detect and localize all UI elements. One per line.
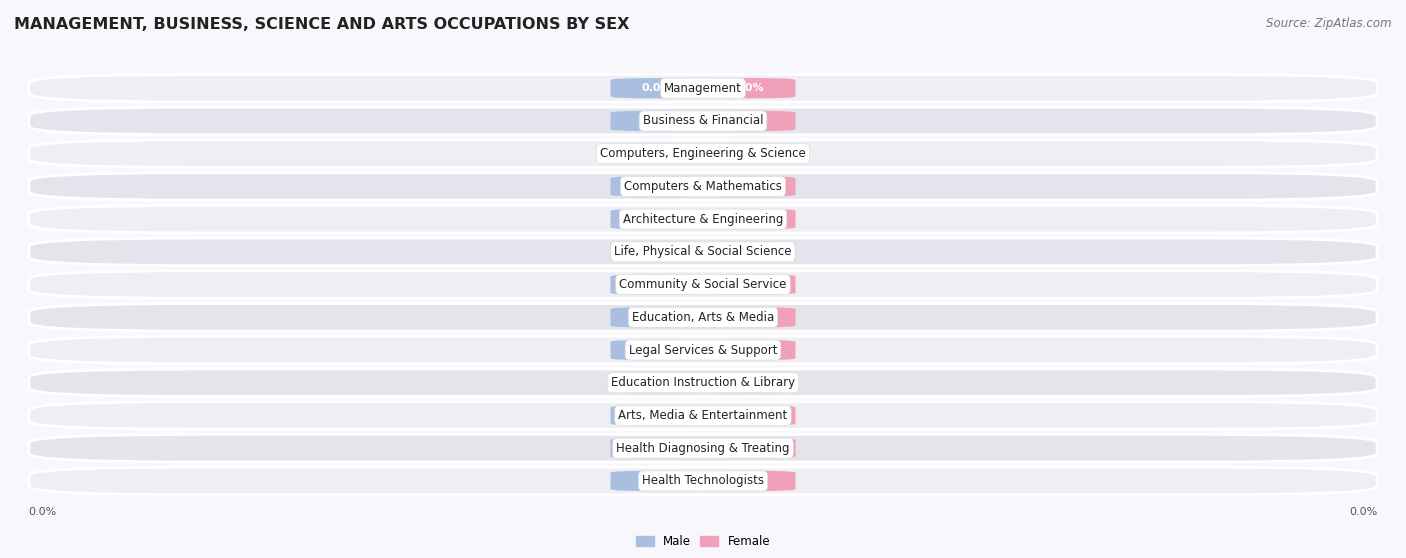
FancyBboxPatch shape xyxy=(610,340,703,360)
Text: Source: ZipAtlas.com: Source: ZipAtlas.com xyxy=(1267,17,1392,30)
Text: 0.0%: 0.0% xyxy=(641,181,672,191)
Text: 0.0%: 0.0% xyxy=(641,247,672,257)
Text: 0.0%: 0.0% xyxy=(641,83,672,93)
FancyBboxPatch shape xyxy=(30,369,1376,397)
Text: 0.0%: 0.0% xyxy=(734,214,765,224)
FancyBboxPatch shape xyxy=(703,209,796,229)
Text: MANAGEMENT, BUSINESS, SCIENCE AND ARTS OCCUPATIONS BY SEX: MANAGEMENT, BUSINESS, SCIENCE AND ARTS O… xyxy=(14,17,630,32)
FancyBboxPatch shape xyxy=(610,176,703,196)
FancyBboxPatch shape xyxy=(610,78,703,98)
FancyBboxPatch shape xyxy=(30,172,1376,200)
Text: 0.0%: 0.0% xyxy=(641,148,672,158)
Text: 0.0%: 0.0% xyxy=(641,312,672,323)
FancyBboxPatch shape xyxy=(703,471,796,491)
Text: 0.0%: 0.0% xyxy=(734,83,765,93)
Text: Arts, Media & Entertainment: Arts, Media & Entertainment xyxy=(619,409,787,422)
Text: Education, Arts & Media: Education, Arts & Media xyxy=(631,311,775,324)
FancyBboxPatch shape xyxy=(703,405,796,426)
FancyBboxPatch shape xyxy=(703,143,796,164)
Text: Computers, Engineering & Science: Computers, Engineering & Science xyxy=(600,147,806,160)
FancyBboxPatch shape xyxy=(30,140,1376,167)
Text: 0.0%: 0.0% xyxy=(641,280,672,290)
Text: 0.0%: 0.0% xyxy=(734,148,765,158)
FancyBboxPatch shape xyxy=(703,275,796,295)
FancyBboxPatch shape xyxy=(30,435,1376,462)
Text: Management: Management xyxy=(664,81,742,95)
Text: Life, Physical & Social Science: Life, Physical & Social Science xyxy=(614,246,792,258)
FancyBboxPatch shape xyxy=(30,304,1376,331)
Text: Computers & Mathematics: Computers & Mathematics xyxy=(624,180,782,193)
FancyBboxPatch shape xyxy=(610,209,703,229)
FancyBboxPatch shape xyxy=(30,271,1376,299)
Text: 0.0%: 0.0% xyxy=(734,312,765,323)
Text: 0.0%: 0.0% xyxy=(641,476,672,486)
FancyBboxPatch shape xyxy=(703,176,796,196)
Text: Business & Financial: Business & Financial xyxy=(643,114,763,127)
Text: 0.0%: 0.0% xyxy=(641,378,672,388)
FancyBboxPatch shape xyxy=(610,373,703,393)
Text: 0.0%: 0.0% xyxy=(734,247,765,257)
Text: 0.0%: 0.0% xyxy=(734,181,765,191)
FancyBboxPatch shape xyxy=(703,78,796,98)
Text: 0.0%: 0.0% xyxy=(641,443,672,453)
Text: 0.0%: 0.0% xyxy=(641,214,672,224)
FancyBboxPatch shape xyxy=(703,438,796,458)
FancyBboxPatch shape xyxy=(703,373,796,393)
Text: 0.0%: 0.0% xyxy=(641,345,672,355)
Text: Education Instruction & Library: Education Instruction & Library xyxy=(612,376,794,389)
FancyBboxPatch shape xyxy=(610,111,703,131)
FancyBboxPatch shape xyxy=(30,205,1376,233)
FancyBboxPatch shape xyxy=(610,242,703,262)
Text: 0.0%: 0.0% xyxy=(734,116,765,126)
Text: 0.0%: 0.0% xyxy=(734,345,765,355)
FancyBboxPatch shape xyxy=(703,111,796,131)
Text: 0.0%: 0.0% xyxy=(734,443,765,453)
FancyBboxPatch shape xyxy=(610,471,703,491)
FancyBboxPatch shape xyxy=(30,467,1376,495)
FancyBboxPatch shape xyxy=(610,307,703,328)
Text: Architecture & Engineering: Architecture & Engineering xyxy=(623,213,783,225)
FancyBboxPatch shape xyxy=(30,336,1376,364)
FancyBboxPatch shape xyxy=(610,275,703,295)
Legend: Male, Female: Male, Female xyxy=(631,531,775,553)
FancyBboxPatch shape xyxy=(30,74,1376,102)
FancyBboxPatch shape xyxy=(30,107,1376,134)
Text: 0.0%: 0.0% xyxy=(734,378,765,388)
Text: 0.0%: 0.0% xyxy=(734,476,765,486)
Text: 0.0%: 0.0% xyxy=(641,411,672,421)
FancyBboxPatch shape xyxy=(703,307,796,328)
Text: Health Diagnosing & Treating: Health Diagnosing & Treating xyxy=(616,442,790,455)
Text: Health Technologists: Health Technologists xyxy=(643,474,763,488)
Text: Community & Social Service: Community & Social Service xyxy=(619,278,787,291)
Text: 0.0%: 0.0% xyxy=(734,411,765,421)
Text: 0.0%: 0.0% xyxy=(641,116,672,126)
Text: 0.0%: 0.0% xyxy=(734,280,765,290)
FancyBboxPatch shape xyxy=(703,242,796,262)
FancyBboxPatch shape xyxy=(610,438,703,458)
FancyBboxPatch shape xyxy=(703,340,796,360)
FancyBboxPatch shape xyxy=(610,143,703,164)
FancyBboxPatch shape xyxy=(30,238,1376,266)
FancyBboxPatch shape xyxy=(610,405,703,426)
FancyBboxPatch shape xyxy=(30,402,1376,429)
Text: Legal Services & Support: Legal Services & Support xyxy=(628,344,778,357)
